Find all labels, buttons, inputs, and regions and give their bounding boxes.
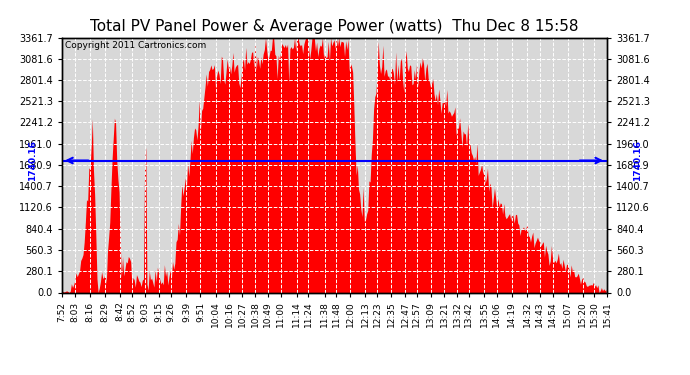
Text: Copyright 2011 Cartronics.com: Copyright 2011 Cartronics.com	[65, 41, 206, 50]
Text: 1740.16: 1740.16	[633, 140, 642, 181]
Text: 1740.16: 1740.16	[28, 140, 37, 181]
Title: Total PV Panel Power & Average Power (watts)  Thu Dec 8 15:58: Total PV Panel Power & Average Power (wa…	[90, 18, 579, 33]
